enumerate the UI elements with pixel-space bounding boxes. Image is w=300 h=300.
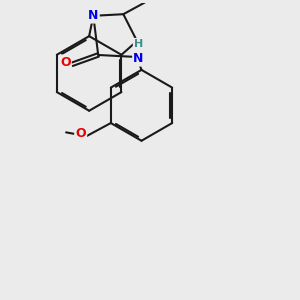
- Text: N: N: [88, 9, 98, 22]
- Text: N: N: [134, 52, 144, 65]
- Text: O: O: [60, 56, 70, 69]
- Text: H: H: [134, 39, 143, 49]
- Text: O: O: [75, 127, 86, 140]
